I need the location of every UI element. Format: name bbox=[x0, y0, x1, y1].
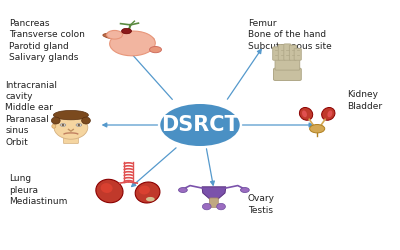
Ellipse shape bbox=[101, 183, 113, 193]
FancyBboxPatch shape bbox=[275, 59, 300, 70]
FancyBboxPatch shape bbox=[278, 44, 286, 60]
Ellipse shape bbox=[76, 124, 82, 126]
Text: Pancreas
Transverse colon
Parotid gland
Salivary glands: Pancreas Transverse colon Parotid gland … bbox=[9, 19, 85, 62]
Text: Kidney
Bladder: Kidney Bladder bbox=[347, 90, 382, 110]
Ellipse shape bbox=[96, 179, 123, 203]
Ellipse shape bbox=[54, 116, 88, 139]
FancyBboxPatch shape bbox=[294, 48, 301, 60]
Ellipse shape bbox=[139, 186, 150, 194]
Ellipse shape bbox=[146, 197, 155, 202]
Polygon shape bbox=[202, 187, 226, 199]
Ellipse shape bbox=[240, 188, 249, 192]
Ellipse shape bbox=[135, 182, 160, 203]
FancyBboxPatch shape bbox=[274, 68, 301, 80]
Ellipse shape bbox=[52, 117, 60, 124]
Ellipse shape bbox=[107, 30, 122, 39]
Ellipse shape bbox=[62, 124, 64, 126]
Ellipse shape bbox=[217, 203, 226, 210]
Ellipse shape bbox=[160, 104, 240, 146]
Ellipse shape bbox=[302, 110, 307, 117]
Ellipse shape bbox=[110, 31, 155, 56]
FancyBboxPatch shape bbox=[273, 47, 280, 60]
Text: Ovary
Testis: Ovary Testis bbox=[248, 194, 275, 215]
Ellipse shape bbox=[60, 124, 66, 126]
FancyBboxPatch shape bbox=[284, 44, 291, 60]
Ellipse shape bbox=[322, 108, 335, 120]
FancyBboxPatch shape bbox=[210, 198, 218, 207]
Ellipse shape bbox=[122, 28, 132, 34]
Text: Femur
Bone of the hand
Subcutaneous site: Femur Bone of the hand Subcutaneous site bbox=[248, 19, 332, 50]
Ellipse shape bbox=[82, 117, 90, 124]
Ellipse shape bbox=[202, 203, 211, 210]
Ellipse shape bbox=[103, 33, 154, 42]
Text: DSRCT: DSRCT bbox=[161, 115, 239, 135]
Ellipse shape bbox=[78, 124, 80, 126]
Ellipse shape bbox=[178, 188, 187, 192]
Text: Intracranial
cavity
Middle ear
Paranasal
sinus
Orbit: Intracranial cavity Middle ear Paranasal… bbox=[5, 80, 57, 147]
Ellipse shape bbox=[54, 110, 88, 120]
Ellipse shape bbox=[328, 110, 332, 117]
Ellipse shape bbox=[310, 124, 325, 133]
FancyBboxPatch shape bbox=[289, 45, 296, 60]
FancyBboxPatch shape bbox=[63, 135, 78, 143]
Text: Lung
pleura
Mediastinum: Lung pleura Mediastinum bbox=[9, 174, 68, 206]
Ellipse shape bbox=[150, 46, 162, 53]
Ellipse shape bbox=[52, 124, 56, 128]
Ellipse shape bbox=[300, 108, 313, 120]
